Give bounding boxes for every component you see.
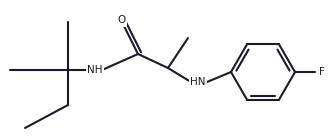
Text: F: F bbox=[319, 67, 325, 77]
Text: HN: HN bbox=[190, 77, 206, 87]
Text: O: O bbox=[117, 15, 125, 25]
Text: NH: NH bbox=[87, 65, 103, 75]
